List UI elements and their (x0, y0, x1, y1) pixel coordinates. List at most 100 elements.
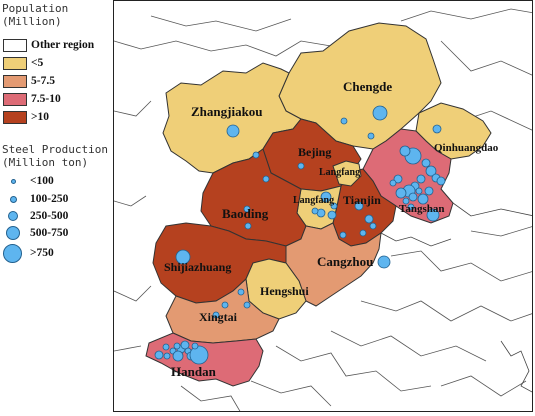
steel-bubble (426, 208, 440, 222)
steel-bubble (415, 187, 423, 195)
steel-bubble (417, 193, 429, 205)
label-hengshui: Hengshui (260, 284, 309, 298)
other-region-line (440, 40, 532, 76)
steel-label-250-500: 250-500 (30, 210, 69, 222)
steel-bubble (320, 191, 332, 203)
label-chengde: Chengde (343, 79, 392, 94)
other-region-line (114, 345, 142, 352)
steel-bubble (172, 350, 184, 362)
other-region-line (114, 195, 147, 207)
steel-bubble (191, 342, 199, 350)
label-cangzhou: Cangzhou (317, 254, 373, 269)
other-region-line (400, 8, 532, 22)
other-region-line (275, 345, 432, 392)
swatch-7.5-10 (3, 92, 27, 106)
legend-row-lt5: <5 (3, 55, 43, 71)
steel-bubble (377, 255, 391, 269)
population-title: Population (2, 2, 69, 15)
label-langfang-north: Langfang (319, 167, 360, 178)
steel-bubble (154, 350, 164, 360)
steel-bubble (243, 205, 251, 213)
steel-dot-250-500 (8, 211, 18, 221)
steel-bubble (432, 124, 442, 134)
steel-dot-gt750 (3, 243, 22, 263)
region-langfang-north (332, 160, 362, 187)
steel-bubble (340, 117, 348, 125)
other-region-line (440, 375, 527, 397)
label-tianjin: Tianjin (343, 193, 381, 207)
steel-bubble (252, 151, 260, 159)
label-qinhuangdao: Qinhuangdao (434, 142, 499, 154)
steel-bubble (402, 197, 410, 205)
legend-label-lt5: <5 (31, 57, 44, 69)
steel-bubble (244, 222, 252, 230)
steel-bubble (180, 340, 190, 350)
other-region-line (470, 226, 532, 237)
coastline-line (380, 232, 452, 247)
steel-bubble (163, 352, 171, 360)
legend-row-other: Other region (3, 37, 94, 53)
steel-bubble (226, 124, 240, 138)
steel-dot-100-250 (10, 195, 17, 203)
steel-bubble (330, 202, 338, 210)
other-region-line (114, 40, 332, 57)
legend-row-5-7.5: 5-7.5 (3, 73, 55, 89)
label-tangshan: Tangshan (399, 203, 444, 215)
label-baoding: Baoding (222, 206, 269, 221)
legend-label-other: Other region (31, 39, 95, 51)
steel-bubble (237, 288, 245, 296)
label-beijing: Bejing (298, 145, 331, 159)
population-legend-title: Population (Million) (2, 2, 68, 28)
steel-legend-gt750: >750 (0, 243, 54, 263)
steel-title: Steel Production (2, 143, 108, 156)
other-region-line (330, 330, 487, 362)
steel-bubble (416, 174, 426, 184)
steel-label-lt100: <100 (30, 175, 54, 187)
steel-bubble (297, 162, 305, 170)
steel-bubble (327, 210, 337, 220)
steel-bubble (369, 222, 377, 230)
steel-label-500-750: 500-750 (30, 227, 69, 239)
steel-bubble (399, 145, 411, 157)
swatch-gt10 (3, 110, 27, 124)
legend-label-gt10: >10 (31, 111, 50, 123)
label-langfang-south: Langfang (293, 195, 334, 206)
steel-dot-500-750 (6, 226, 20, 240)
steel-production-bubbles (154, 105, 446, 365)
steel-bubble (162, 343, 170, 351)
other-region-line (114, 100, 152, 117)
steel-bubble (395, 187, 407, 199)
other-region-line (360, 300, 532, 322)
swatch-5-7.5 (3, 74, 27, 88)
steel-bubble (367, 132, 375, 140)
other-region-line (250, 380, 332, 407)
steel-bubble (212, 311, 220, 319)
steel-label-100-250: 100-250 (30, 193, 69, 205)
steel-bubble (175, 249, 191, 265)
steel-bubble (311, 207, 319, 215)
steel-unit: (Million ton) (2, 156, 89, 169)
population-unit: (Million) (2, 15, 62, 28)
coastline (380, 202, 532, 393)
coastline-line (500, 340, 532, 393)
steel-dot-lt100 (11, 178, 16, 184)
steel-bubble (372, 105, 388, 121)
legend-row-gt10: >10 (3, 109, 49, 125)
other-region-line (150, 15, 292, 32)
steel-legend-500-750: 500-750 (0, 225, 68, 241)
other-region-line (390, 250, 532, 282)
swatch-other (3, 38, 27, 52)
steel-bubble (421, 158, 431, 168)
steel-bubble (354, 201, 364, 211)
other-region-line (114, 285, 152, 302)
steel-bubble (424, 186, 434, 196)
steel-legend-title: Steel Production (Million ton) (2, 143, 108, 169)
steel-bubble (339, 231, 347, 239)
steel-bubble (189, 345, 209, 365)
coastline-line (452, 202, 532, 217)
other-region-boundaries (114, 8, 532, 411)
steel-bubble (221, 301, 229, 309)
steel-bubble (425, 165, 437, 177)
steel-legend-250-500: 250-500 (0, 209, 68, 223)
map-frame: Zhangjiakou Chengde Qinhuangdao Bejing L… (113, 0, 533, 412)
